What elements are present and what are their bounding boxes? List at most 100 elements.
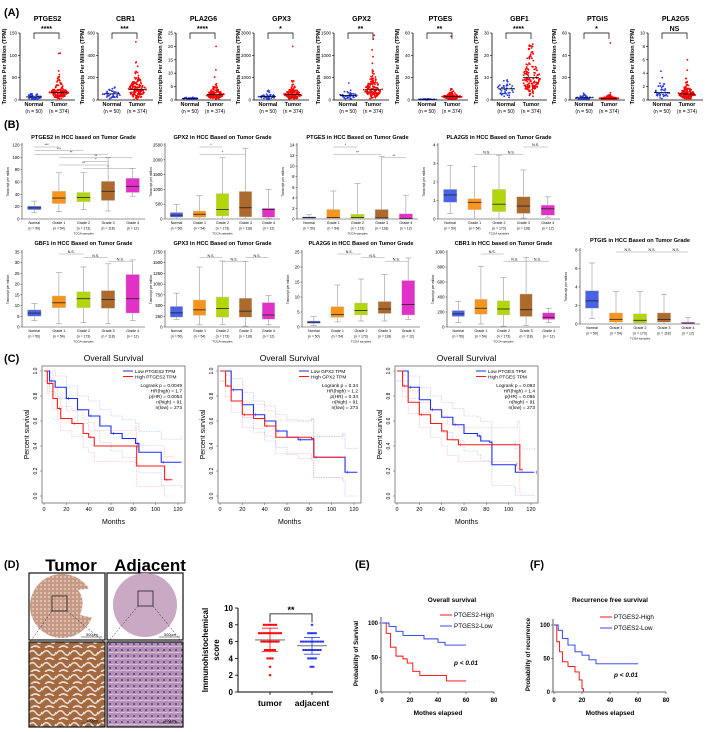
data-point: [270, 623, 273, 626]
data-point: [376, 94, 378, 97]
data-point: [137, 74, 140, 77]
significance-label: *: [222, 150, 224, 154]
x-tick-label: 120: [173, 507, 182, 513]
y-tick-label: 25: [15, 271, 20, 276]
data-point: [108, 88, 110, 91]
x-tick-label: Grade 4: [402, 329, 415, 333]
y-axis-label: Transcripts Per Million (TPM): [395, 28, 401, 104]
data-point: [140, 89, 143, 92]
x-tick-label: Tumor: [207, 102, 225, 108]
data-point: [262, 623, 266, 626]
data-point: [371, 71, 374, 73]
data-point: [690, 88, 693, 91]
y-tick-label: 2500: [153, 143, 163, 148]
n-label: (n = 173): [351, 227, 365, 231]
x-tick-label: Tumor: [523, 102, 541, 108]
data-point: [662, 93, 664, 96]
data-point: [273, 649, 276, 651]
panel-b-6: PLA2G6 in HCC Based on Tumor Grade 0 5 10 15…: [286, 241, 420, 344]
tissue-core: [113, 573, 177, 637]
confidence-band-ci-upper: [44, 370, 182, 440]
data-point: [136, 65, 139, 68]
x-tick-label: Normal: [103, 102, 122, 108]
data-point: [290, 91, 293, 94]
x-tick-label: Normal: [181, 102, 200, 108]
y-tick-label: 6: [229, 638, 234, 647]
significance-label: ****: [513, 26, 524, 33]
data-point: [378, 92, 380, 95]
data-point: [689, 96, 692, 99]
data-point: [684, 81, 687, 84]
x-tick-label: Tumor: [601, 102, 619, 108]
data-point: [579, 95, 582, 98]
data-point: [138, 86, 141, 89]
panel-d: Tumor Adjacent 500μm 100μm 500μm 100μm 0 2 4 6 8 10…: [28, 556, 333, 728]
x-tick-label: Grade 3: [239, 329, 252, 333]
x-tick-label: Grade 2: [77, 221, 90, 225]
box-iqr: [516, 196, 531, 214]
data-point: [444, 94, 446, 97]
data-point: [609, 42, 612, 44]
y-tick-label: 2: [433, 180, 436, 185]
data-point: [346, 97, 349, 99]
x-tick-label: Tumor: [679, 102, 697, 108]
y-tick-label: 40: [405, 53, 411, 58]
significance-bracket: [33, 32, 60, 39]
box-4: [681, 317, 695, 325]
stat-text: p(HR) = 0.0053: [149, 394, 182, 400]
box-iqr: [261, 208, 276, 218]
data-point: [215, 90, 218, 93]
data-point: [138, 95, 140, 98]
data-point: [267, 90, 270, 93]
data-point: [528, 86, 531, 89]
box-4: [261, 295, 276, 326]
y-tick-label: 1.0: [209, 367, 215, 374]
box-0: [443, 165, 458, 214]
data-point: [531, 65, 534, 68]
significance-label: **: [287, 605, 295, 615]
data-point: [369, 93, 372, 96]
significance-label: N.S.: [208, 254, 215, 258]
data-point: [60, 83, 63, 86]
x-tick-label: Normal: [171, 221, 183, 225]
n-label: (n = 173): [216, 335, 230, 339]
data-point: [609, 95, 611, 98]
zoom-region: [51, 595, 68, 612]
data-point: [56, 80, 58, 83]
n-label: (n = 50): [497, 109, 515, 115]
box-1: [474, 265, 488, 325]
data-point: [218, 97, 220, 100]
y-tick-label: 5: [17, 314, 20, 319]
data-point: [266, 657, 269, 660]
x-tick-label: Tumor: [365, 102, 383, 108]
data-point: [659, 84, 662, 87]
x-tick-label: Grade 4: [541, 221, 554, 225]
data-point: [373, 34, 376, 37]
box-iqr: [354, 302, 368, 316]
data-point: [373, 82, 376, 84]
n-label: (n = 50): [181, 109, 199, 115]
data-point: [214, 68, 217, 71]
n-label: (n = 12): [263, 335, 275, 339]
y-tick-label: 0.8: [386, 392, 392, 399]
n-label: (n = 50): [171, 335, 183, 339]
data-point: [135, 89, 138, 92]
image-label-tumor: Tumor: [45, 556, 97, 575]
data-point: [260, 96, 263, 99]
x-tick-label: Grade 4: [542, 329, 555, 333]
x-tick-label: Normal: [29, 329, 41, 333]
data-point: [656, 93, 659, 96]
y-tick-label: 0.0: [33, 492, 39, 499]
box-1: [467, 165, 482, 220]
data-point: [525, 71, 528, 74]
data-point: [36, 98, 39, 101]
x-tick-label: 40: [439, 507, 445, 513]
significance-label: N.S.: [369, 254, 376, 258]
data-point: [31, 94, 34, 97]
data-point: [689, 95, 692, 98]
plot-title: PTGIS: [587, 16, 608, 23]
data-point: [531, 85, 534, 87]
stat-text: p(HR) = 0.34: [330, 394, 358, 400]
data-point: [682, 90, 684, 92]
